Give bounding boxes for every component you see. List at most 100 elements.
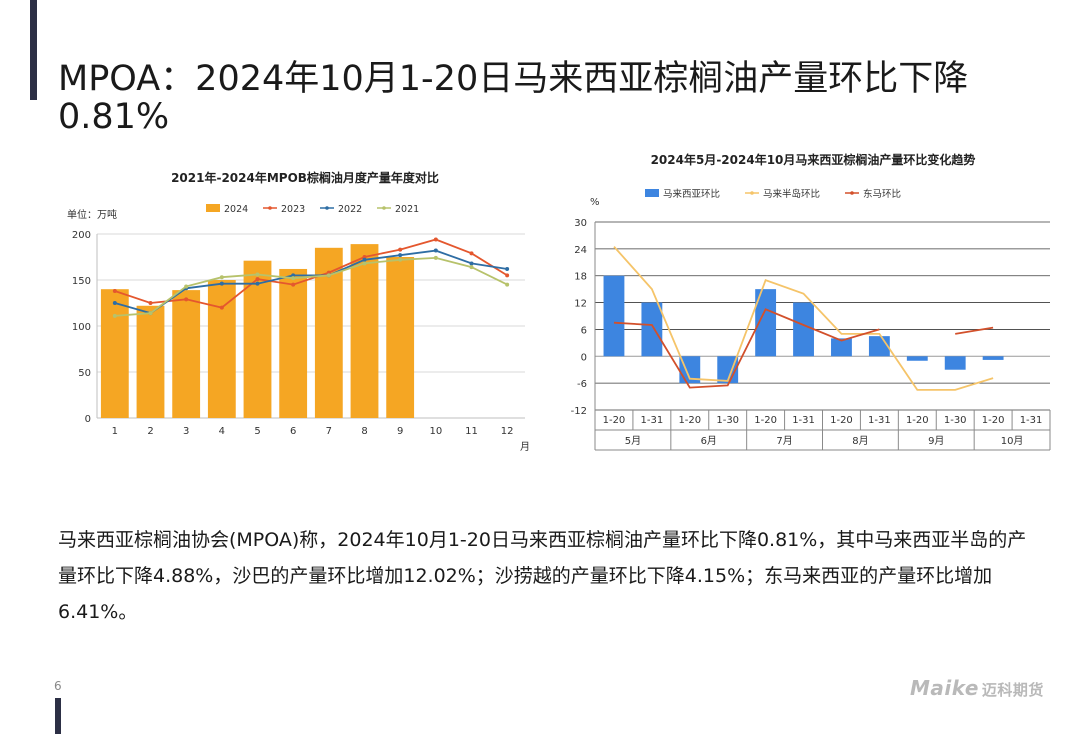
chart2-ytick-7: 30 [574,218,587,229]
chart2-xtick-5: 1-31 [792,415,815,426]
chart1-point-2023-3 [184,297,189,302]
chart1-unit-label: 单位：万吨 [67,208,117,221]
chart1-point-2021-8 [362,261,367,266]
chart2-ytick-5: 18 [574,272,587,283]
chart1-bar-6 [279,268,308,418]
chart1-point-2023-9 [398,247,403,252]
chart2-bar-5 [793,302,814,357]
chart2-ytick-2: 0 [581,352,587,363]
chart1-bar-2 [136,305,165,418]
legend-label-0: 2024 [224,204,248,215]
chart1-point-2022-5 [255,281,260,286]
chart2-xtick-3: 1-30 [716,415,739,426]
chart1-point-2023-2 [148,301,153,305]
chart1-point-2021-3 [184,284,189,289]
chart2-xtick-6: 1-20 [830,415,853,426]
chart1-point-2023-12 [505,273,510,278]
chart1-point-2022-10 [433,248,438,253]
chart1-point-2021-6 [291,276,296,281]
company-logo: Maike 迈科期货 [910,676,1044,700]
chart1-bar-9 [386,257,415,418]
chart1-point-2021-12 [505,282,510,287]
chart1-point-2021-1 [112,313,117,318]
chart2-bar-8 [906,356,928,361]
chart2-bar-4 [755,289,777,357]
chart1-xtick-1: 2 [147,426,153,437]
accent-bar-bottom [55,698,61,734]
page-number: 6 [54,679,62,693]
chart1-xtick-11: 12 [501,426,514,437]
slide-body-text: 马来西亚棕榈油协会(MPOA)称，2024年10月1-20日马来西亚棕榈油产量环… [58,529,1027,623]
chart1-ytick-3: 150 [72,276,91,287]
chart2-bar-10 [982,356,1004,360]
chart1-point-2022-1 [112,301,117,305]
chart1-point-2022-9 [398,253,403,258]
chart2-title: 2024年5月-2024年10月马来西亚棕榈油产量环比变化趋势 [651,152,976,167]
chart2-xtick-1: 1-31 [641,415,664,426]
legend-marker-1 [750,191,754,195]
chart1-title: 2021年-2024年MPOB棕榈油月度产量年度对比 [171,170,439,185]
chart2-xtick-8: 1-20 [906,415,929,426]
legend-label-2: 2022 [338,204,362,215]
chart2-ytick-0: -12 [571,406,587,417]
chart2-group-label-3: 8月 [852,435,868,447]
chart2-group-label-0: 5月 [625,435,641,447]
legend-marker-2 [850,191,854,195]
chart1-line-2021 [114,256,508,317]
chart1-point-2023-5 [255,277,260,282]
legend-swatch-0 [206,204,220,212]
chart2-xtick-0: 1-20 [603,415,626,426]
chart1-point-2023-1 [112,289,117,294]
legend-label-0: 马来西亚环比 [663,188,720,200]
chart1-bar-1 [100,289,129,418]
chart1-xtick-6: 7 [326,426,332,437]
legend-swatch-0 [645,189,659,197]
accent-bar-top [30,0,37,100]
chart1-point-2021-5 [255,272,260,277]
chart1-xtick-2: 3 [183,426,189,437]
chart2-y-axis-label: % [590,197,600,208]
chart1-point-2021-2 [148,311,153,316]
chart1-ytick-1: 50 [78,368,91,379]
chart2-ytick-3: 6 [581,325,587,336]
legend-label-1: 马来半岛环比 [763,188,820,200]
chart1-xtick-0: 1 [112,426,118,437]
chart2-line-马来半岛环比 [613,246,994,391]
legend-marker-1 [268,206,272,210]
chart1-point-2023-7 [326,270,331,275]
chart1-point-2023-8 [362,255,367,259]
chart1-point-2022-11 [469,261,474,266]
chart1-bar-8 [350,244,379,418]
chart1-point-2021-7 [326,273,331,278]
legend-label-1: 2023 [281,204,305,215]
chart2-xtick-7: 1-31 [868,415,891,426]
legend-marker-3 [382,206,386,210]
logo-text: Maike [910,676,979,700]
chart1-point-2023-11 [469,251,474,256]
chart2-line-东马环比 [613,308,994,389]
chart1-xtick-10: 11 [465,426,478,437]
chart1-line-2022 [114,249,508,315]
chart2-bar-2 [679,356,701,384]
chart1-point-2021-9 [398,257,403,262]
chart2-xtick-9: 1-30 [944,415,967,426]
chart1-point-2023-6 [291,282,296,287]
chart2-ytick-1: -6 [577,379,587,390]
chart1-ytick-4: 200 [72,230,91,241]
chart1-xtick-8: 9 [397,426,403,437]
chart2-xtick-2: 1-20 [678,415,701,426]
chart1-point-2022-8 [362,257,367,262]
chart2-ytick-6: 24 [574,245,587,256]
chart1-xtick-4: 5 [254,426,260,437]
chart2-ytick-4: 12 [574,299,587,310]
chart2-group-label-2: 7月 [776,435,792,447]
legend-marker-2 [325,206,329,210]
chart1-point-2021-4 [219,275,224,280]
chart2-group-label-5: 10月 [1001,435,1024,447]
chart1-ytick-2: 100 [72,322,91,333]
logo-cn-text: 迈科期货 [981,681,1044,699]
chart1-point-2022-4 [219,281,224,286]
chart1-ytick-0: 0 [85,414,91,425]
